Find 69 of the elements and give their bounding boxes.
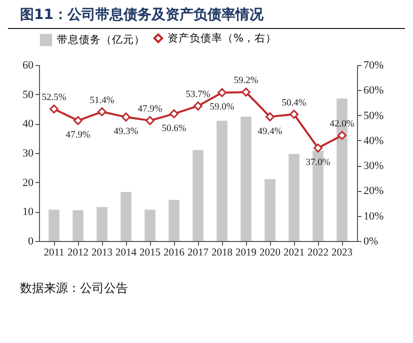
x-tick-label: 2021 (284, 248, 304, 258)
y2-tick-label: 0% (364, 236, 378, 248)
y-tick-label: 0 (28, 236, 34, 248)
point (98, 107, 106, 116)
y2-tick-label: 40% (364, 134, 384, 147)
bar (288, 154, 300, 241)
bar (144, 210, 156, 241)
x-tick-label: 2013 (92, 248, 112, 258)
y2-tick-label: 60% (364, 84, 384, 97)
data-label: 49.4% (258, 126, 282, 137)
y-tick-label: 10 (22, 206, 34, 218)
bar (240, 116, 252, 241)
point (146, 116, 154, 126)
point (290, 110, 298, 119)
point (122, 112, 130, 122)
y2-tick-label: 50% (364, 110, 384, 122)
point (218, 88, 226, 98)
chart-title: 图11：公司带息债务及资产负债率情况 (8, 4, 405, 29)
data-label: 49.3% (114, 127, 138, 138)
y-tick-label: 40 (22, 118, 34, 130)
bar (216, 120, 228, 241)
data-label: 52.5% (42, 93, 66, 103)
x-tick-label: 2019 (236, 248, 256, 258)
x-tick-label: 2016 (164, 248, 184, 258)
data-label: 53.7% (186, 90, 210, 100)
x-tick-label: 2018 (212, 248, 232, 258)
x-tick-label: 2020 (260, 248, 280, 258)
bar (72, 210, 84, 241)
data-label: 59.2% (234, 76, 258, 86)
bar (192, 150, 204, 241)
x-tick-label: 2015 (140, 248, 160, 258)
data-label: 51.4% (90, 96, 114, 106)
data-label: 47.9% (66, 130, 90, 141)
point (50, 104, 58, 114)
bar (168, 200, 180, 241)
point (266, 112, 274, 122)
x-tick-label: 2017 (188, 248, 208, 258)
x-tick-label: 2023 (332, 248, 352, 258)
point (74, 116, 82, 126)
point (338, 130, 346, 140)
x-tick-label: 2012 (68, 248, 88, 258)
bar (96, 206, 108, 241)
bar (264, 179, 276, 241)
data-label: 42.0% (330, 119, 354, 130)
point (194, 102, 202, 110)
point (314, 144, 322, 152)
y2-tick-label: 30% (364, 160, 384, 172)
legend-label: 带息债务（亿元） (57, 33, 145, 46)
point (170, 109, 178, 118)
data-label: 47.9% (138, 104, 162, 115)
y-tick-label: 60 (22, 60, 34, 72)
source-note: 数据来源：公司公告 (20, 280, 129, 297)
data-label: 50.6% (162, 124, 186, 134)
y2-tick-label: 10% (364, 210, 384, 222)
point (242, 88, 250, 97)
data-label: 37.0% (306, 158, 330, 168)
bar (120, 192, 132, 241)
y2-tick-label: 70% (364, 60, 384, 72)
y2-tick-label: 20% (364, 185, 384, 198)
y-tick-label: 30 (22, 148, 34, 160)
legend-label: 资产负债率（%，右） (168, 31, 276, 44)
bar (48, 210, 60, 241)
data-label: 59.0% (210, 102, 234, 113)
y-tick-label: 50 (22, 88, 34, 101)
x-tick-label: 2022 (308, 248, 328, 258)
data-label: 50.4% (282, 98, 306, 108)
x-tick-label: 2011 (44, 248, 64, 258)
y-tick-label: 20 (22, 176, 34, 189)
x-tick-label: 2014 (116, 248, 138, 258)
